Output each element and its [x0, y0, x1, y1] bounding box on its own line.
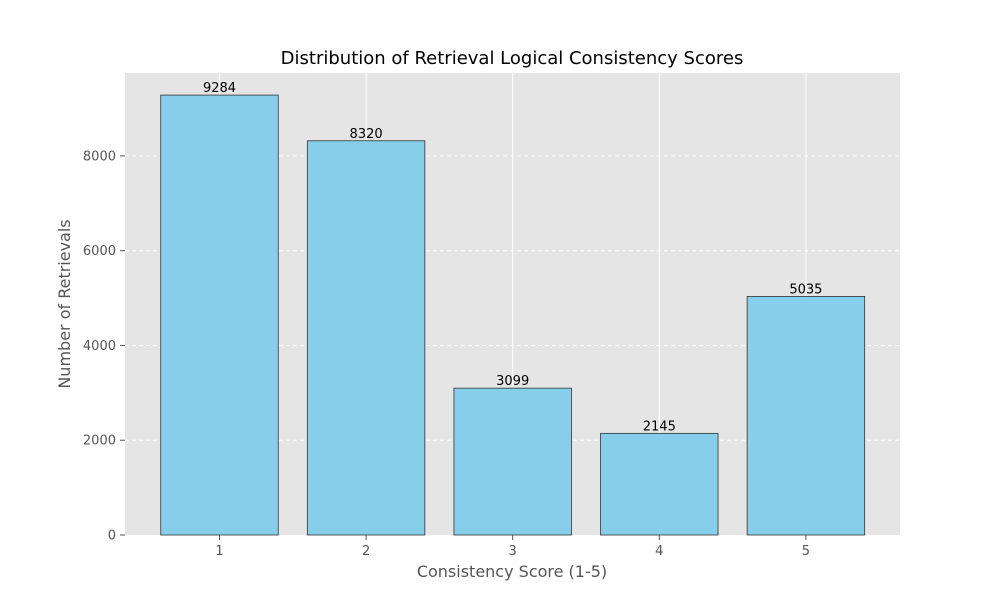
y-tick-label: 4000 [83, 339, 116, 354]
y-tick-label: 8000 [83, 149, 116, 164]
y-tick-label: 2000 [83, 434, 116, 449]
bar-1 [160, 94, 279, 536]
bar-5 [746, 296, 866, 536]
bar-3 [453, 387, 572, 536]
x-tick-label: 3 [509, 544, 517, 559]
x-tick-label: 2 [362, 544, 370, 559]
bar-2 [306, 140, 426, 536]
bar-value-label: 8320 [350, 127, 383, 142]
y-tick-label: 6000 [83, 244, 116, 259]
bar-value-label: 3099 [496, 374, 529, 389]
y-tick-label: 0 [108, 529, 116, 544]
axis-ticks: 1 2 3 4 5 0 2000 4000 6000 8000 [83, 149, 810, 559]
x-axis-label: Consistency Score (1-5) [417, 562, 607, 581]
bar-value-label: 2145 [643, 419, 676, 434]
bar-value-label: 5035 [789, 282, 822, 297]
bar-series: 9284 8320 3099 2145 5035 [160, 81, 866, 536]
bar-4 [600, 432, 719, 536]
x-tick-label: 1 [215, 544, 223, 559]
x-tick-label: 4 [655, 544, 663, 559]
bar-value-label: 9284 [203, 81, 236, 96]
chart-title: Distribution of Retrieval Logical Consis… [281, 48, 744, 69]
y-axis-label: Number of Retrievals [55, 219, 74, 388]
x-tick-label: 5 [802, 544, 810, 559]
